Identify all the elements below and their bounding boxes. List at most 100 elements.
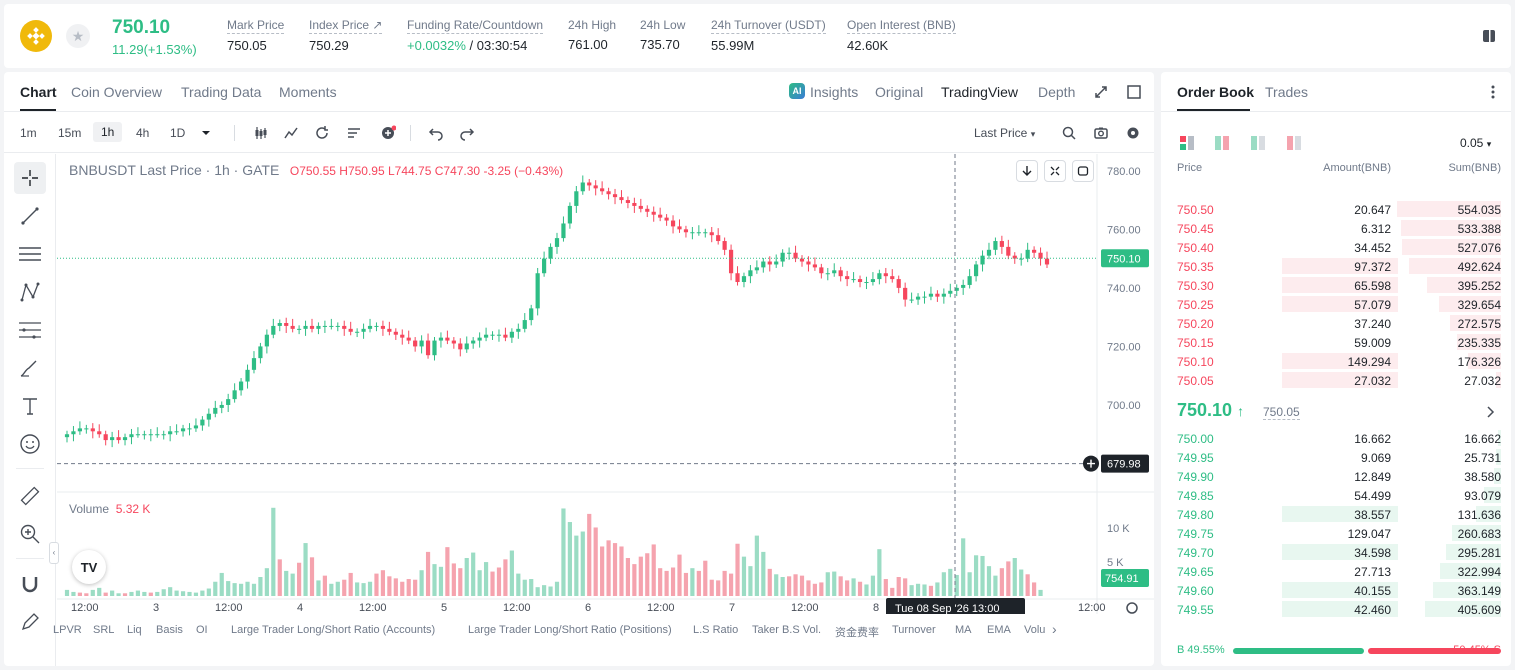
indicator-3[interactable]: Basis [156,624,183,636]
volume-bar [316,580,321,596]
zoom-tool[interactable] [14,518,46,550]
indicator-2[interactable]: Liq [127,624,142,636]
interval-4h[interactable]: 4h [136,126,150,140]
indicator-9[interactable]: 资金费率 [835,627,879,639]
tick-size-select[interactable]: 0.05 ▾ [1460,136,1492,150]
stat-24h-turnover[interactable]: 24h Turnover (USDT) 55.99M [711,18,826,53]
ask-row[interactable]: 750.15 59.009 235.335 [1161,333,1511,352]
scroll-down-button[interactable] [1016,160,1038,182]
layouts-icon[interactable] [346,125,362,141]
tab-trading-data[interactable]: Trading Data [181,84,262,100]
indicator-6[interactable]: Large Trader Long/Short Ratio (Positions… [468,624,672,636]
ask-row[interactable]: 750.05 27.032 27.032 [1161,371,1511,390]
indicator-scroll-right-icon[interactable]: › [1052,621,1057,637]
bid-row[interactable]: 749.70 34.598 295.281 [1161,543,1511,562]
ask-row[interactable]: 750.50 20.647 554.035 [1161,200,1511,219]
view-insights[interactable]: Insights [810,84,859,100]
indicator-7[interactable]: L.S Ratio [693,624,739,636]
fib-tool[interactable] [14,314,46,346]
book-mode-both-icon[interactable] [1179,135,1195,151]
interval-1m[interactable]: 1m [20,126,37,140]
stat-index-price[interactable]: Index Price ↗ 750.29 [309,18,383,53]
bid-row[interactable]: 749.75 129.047 260.683 [1161,524,1511,543]
bid-row[interactable]: 750.00 16.662 16.662 [1161,429,1511,448]
more-options-icon[interactable] [1487,84,1499,100]
redo-icon[interactable] [459,125,475,141]
horizontal-lines-tool[interactable] [14,238,46,270]
interval-1d[interactable]: 1D [170,126,186,140]
undo-icon[interactable] [428,125,444,141]
gear-icon[interactable] [1125,125,1141,141]
refresh-icon[interactable] [314,125,330,141]
indicator-8[interactable]: Taker B.S Vol. [752,624,822,636]
swap-button[interactable] [1072,160,1094,182]
indicator-12[interactable]: EMA [987,624,1011,636]
ask-row[interactable]: 750.20 37.240 272.575 [1161,314,1511,333]
tradingview-logo-icon[interactable]: TV [72,550,106,584]
indicators-icon[interactable] [283,125,299,141]
ask-row[interactable]: 750.35 97.372 492.624 [1161,257,1511,276]
ask-row[interactable]: 750.25 57.079 329.654 [1161,295,1511,314]
candle-body [425,340,431,356]
tab-coin-overview[interactable]: Coin Overview [71,84,163,100]
ask-row[interactable]: 750.40 34.452 527.076 [1161,238,1511,257]
view-tradingview[interactable]: TradingView [941,84,1019,100]
bid-row[interactable]: 749.55 42.460 405.609 [1161,600,1511,619]
text-tool[interactable] [14,390,46,422]
search-icon[interactable] [1061,125,1077,141]
interval-15m[interactable]: 15m [58,126,82,140]
ruler-tool[interactable] [14,480,46,512]
bid-row[interactable]: 749.90 12.849 38.580 [1161,467,1511,486]
expand-toolbar-button[interactable]: ‹ [49,542,59,564]
tab-chart[interactable]: Chart [20,84,57,100]
tab-trades[interactable]: Trades [1265,84,1309,100]
view-depth[interactable]: Depth [1038,84,1076,100]
stat-mark-price[interactable]: Mark Price 750.05 [227,18,285,53]
magnet-tool[interactable] [14,568,46,600]
stat-funding-rate[interactable]: Funding Rate/Countdown +0.0032% / 03:30:5… [407,18,544,53]
bid-row[interactable]: 749.85 54.499 93.079 [1161,486,1511,505]
add-indicator-icon[interactable] [380,125,396,141]
bid-row[interactable]: 749.60 40.155 363.149 [1161,581,1511,600]
indicator-0[interactable]: LPVR [53,624,82,636]
bid-row[interactable]: 749.65 27.713 322.994 [1161,562,1511,581]
fullscreen-icon[interactable] [1093,84,1109,100]
collapse-chart-button[interactable] [1044,160,1066,182]
tab-order-book[interactable]: Order Book [1177,84,1255,100]
trendline-tool[interactable] [14,200,46,232]
window-icon[interactable] [1126,84,1142,100]
lock-drawings-tool[interactable] [14,606,46,638]
pattern-tool[interactable] [14,276,46,308]
indicator-13[interactable]: Volu [1024,624,1046,636]
ask-row[interactable]: 750.30 65.598 395.252 [1161,276,1511,295]
view-original[interactable]: Original [875,84,924,100]
indicator-4[interactable]: OI [196,624,208,636]
book-mode-split-icon[interactable] [1214,135,1230,151]
brush-tool[interactable] [14,352,46,384]
emoji-tool[interactable] [14,428,46,460]
book-mode-asks-icon[interactable] [1286,135,1302,151]
stat-open-interest[interactable]: Open Interest (BNB) 42.60K [847,18,956,53]
tab-moments[interactable]: Moments [279,84,337,100]
chevron-right-icon[interactable] [1485,405,1497,419]
ask-row[interactable]: 750.45 6.312 533.388 [1161,219,1511,238]
indicator-1[interactable]: SRL [93,624,115,636]
favorite-star-icon[interactable]: ★ [66,24,90,48]
book-mode-bids-icon[interactable] [1250,135,1266,151]
interval-dropdown-icon[interactable] [198,125,214,141]
price-chart[interactable]: 780.00 760.00 740.00 720.00 700.00 10 K 5 K 750… [57,154,1154,614]
price-source-select[interactable]: Last Price ▾ [974,126,1036,140]
depth-bar [1476,506,1501,522]
interval-1h[interactable]: 1h [93,122,123,142]
mid-price-row[interactable]: 750.10 ↑ 750.05 [1177,400,1497,424]
guide-book-icon[interactable] [1481,28,1497,44]
bid-row[interactable]: 749.80 38.557 131.636 [1161,505,1511,524]
indicator-11[interactable]: MA [955,624,972,636]
bid-row[interactable]: 749.95 9.069 25.731 [1161,448,1511,467]
crosshair-tool[interactable] [14,162,46,194]
indicator-5[interactable]: Large Trader Long/Short Ratio (Accounts) [231,624,436,636]
candle-type-icon[interactable] [253,125,269,141]
indicator-10[interactable]: Turnover [892,624,936,636]
ask-row[interactable]: 750.10 149.294 176.326 [1161,352,1511,371]
camera-icon[interactable] [1093,125,1109,141]
